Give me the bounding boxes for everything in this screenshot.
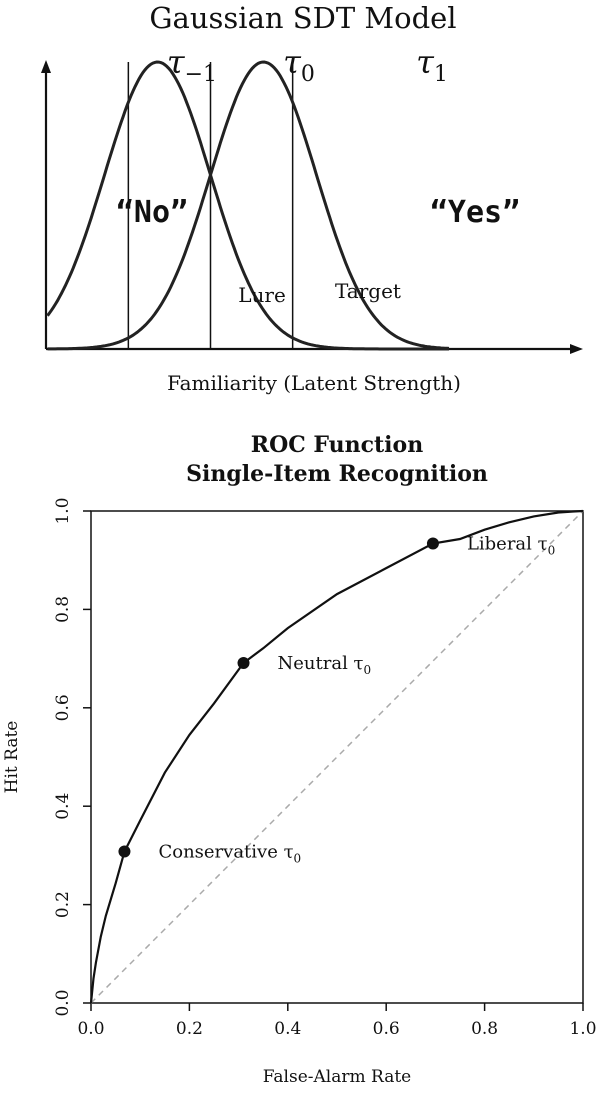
roc-point-label-conservative: Conservative τ0 [158, 841, 301, 865]
roc-point-conservative [118, 845, 131, 858]
chance-diagonal-line [90, 510, 584, 1004]
roc-x-axis-label: False-Alarm Rate [263, 1067, 411, 1087]
y-tick-label: 0.0 [53, 989, 73, 1016]
roc-point-neutral [237, 657, 250, 670]
lure-distribution-curve [46, 60, 449, 351]
roc-title: ROC Function [251, 432, 423, 458]
target-distribution-curve [47, 60, 450, 351]
y-tick-label: 0.4 [53, 793, 73, 820]
x-tick-label: 1.0 [569, 1019, 596, 1039]
y-tick-label: 0.8 [53, 596, 73, 623]
roc-y-axis-label: Hit Rate [2, 721, 22, 794]
roc-plot-frame [90, 510, 584, 1004]
x-tick-label: 0.8 [471, 1019, 498, 1039]
roc-point-label-neutral: Neutral τ0 [278, 653, 372, 677]
response-label-yes: “Yes” [430, 195, 520, 230]
roc-subtitle: Single-Item Recognition [186, 461, 488, 487]
x-tick-label: 0.2 [176, 1019, 203, 1039]
roc-points: Conservative τ0 Neutral τ0 Liberal τ0 [118, 533, 555, 865]
sdt-title: Gaussian SDT Model [149, 1, 456, 35]
sdt-panel: Gaussian SDT Model τ−1 τ0 τ1 “No” “Yes” … [41, 1, 583, 395]
criterion-label-tau-minus-1: τ−1 [167, 43, 217, 87]
criterion-label-tau-1: τ1 [416, 43, 448, 87]
y-tick-label: 0.2 [53, 891, 73, 918]
roc-panel: ROC Function Single-Item Recognition 0.0… [2, 432, 597, 1087]
response-label-no: “No” [116, 195, 188, 230]
roc-point-label-liberal: Liberal τ0 [467, 533, 555, 557]
y-tick-label: 1.0 [53, 497, 73, 524]
x-tick-label: 0.4 [274, 1019, 301, 1039]
criterion-label-tau-0: τ0 [283, 43, 315, 87]
x-tick-label: 0.0 [77, 1019, 104, 1039]
roc-curve [89, 509, 584, 1004]
roc-point-liberal [426, 537, 439, 550]
target-label: Target [335, 279, 401, 303]
sdt-x-axis-arrowhead [570, 344, 583, 354]
lure-label: Lure [238, 283, 286, 307]
x-tick-label: 0.6 [373, 1019, 400, 1039]
roc-ticks: 0.0 0.2 0.4 0.6 0.8 1.0 0.0 0.2 0.4 0.6 0.8 1.0 [53, 497, 597, 1039]
sdt-x-axis-label: Familiarity (Latent Strength) [167, 371, 461, 395]
y-tick-label: 0.6 [53, 694, 73, 721]
sdt-y-axis-arrowhead [41, 60, 51, 73]
